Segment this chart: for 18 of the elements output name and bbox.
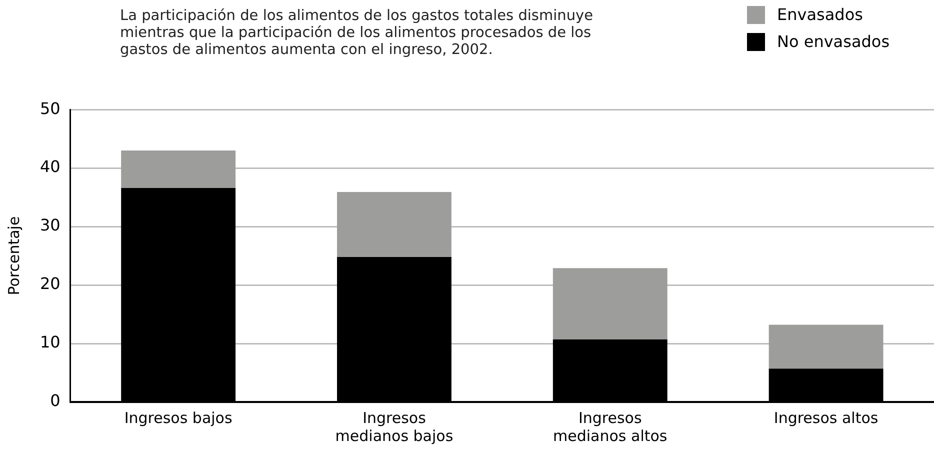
bar	[121, 150, 236, 188]
x-tick-label: Ingresos medianos bajos	[335, 408, 454, 445]
y-tick-label: 20	[40, 274, 60, 294]
y-tick-label: 50	[40, 98, 60, 118]
y-tick-label: 30	[40, 216, 60, 235]
legend-label: No envasados	[777, 32, 890, 51]
y-tick-label: 40	[40, 157, 60, 176]
y-tick-label: 0	[50, 391, 60, 410]
bar	[768, 324, 884, 369]
legend-label: Envasados	[777, 5, 863, 24]
x-tick-label: Ingresos medianos altos	[553, 408, 668, 445]
x-tick-label: Ingresos altos	[774, 408, 878, 427]
x-tick-label: Ingresos bajos	[124, 408, 232, 427]
bar	[552, 268, 668, 340]
chart-title: La participación de los alimentos de los gastos totales disminuye mientras que la participación de los alimentos procesados de los gastos de alimentos aumenta con el ingreso, 2002.	[120, 8, 594, 59]
y-axis-title: Porcentaje	[4, 216, 23, 296]
y-tick-label: 10	[40, 332, 60, 352]
bar	[337, 192, 452, 257]
